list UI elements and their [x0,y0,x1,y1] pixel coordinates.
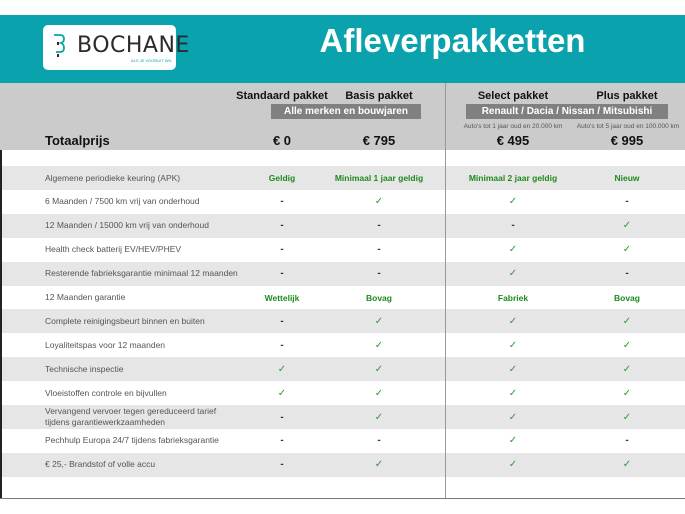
table-bottom-border [0,498,685,499]
check-icon: ✓ [508,196,518,208]
dash-icon: - [625,196,629,208]
check-icon: ✓ [374,459,384,471]
package-name-select: Select pakket [477,90,549,102]
check-icon: ✓ [622,363,632,375]
dash-icon: - [280,459,284,471]
check-icon: ✓ [374,315,384,327]
dash-icon: - [280,244,284,256]
check-icon: ✓ [374,363,384,375]
check-icon: ✓ [374,196,384,208]
price-select: € 495 [496,133,530,148]
feature-value: Nieuw [614,173,640,183]
check-icon: ✓ [374,339,384,351]
logo-text: BOCHANE [77,33,190,58]
dash-icon: - [280,268,284,280]
price-basis: € 795 [362,133,396,148]
check-icon: ✓ [508,411,518,423]
table-row: Pechhulp Europa 24/7 tijdens fabrieksgar… [2,429,685,453]
check-icon: ✓ [374,387,384,399]
dash-icon: - [280,411,284,423]
table-row: € 25,- Brandstof of volle accu - ✓ ✓ ✓ [2,452,685,477]
feature-label: 6 Maanden / 7500 km vrij van onderhoud [45,196,200,207]
check-icon: ✓ [622,220,632,232]
check-icon: ✓ [622,339,632,351]
check-icon: ✓ [622,387,632,399]
group-band-all-brands: Alle merken en bouwjaren [271,104,421,119]
table-row: Technische inspectie ✓ ✓ ✓ ✓ [2,357,685,382]
table-row: Loyaliteitspas voor 12 maanden - ✓ ✓ ✓ [2,333,685,357]
check-icon: ✓ [277,387,287,399]
check-icon: ✓ [508,268,518,280]
page-title: Afleverpakketten [319,22,586,59]
table-row: Vervangend vervoer tegen gereduceerd tar… [2,405,685,429]
feature-value: Fabriek [497,292,529,303]
feature-label: 12 Maanden / 15000 km vrij van onderhoud [45,220,209,231]
feature-label: Complete reinigingsbeurt binnen en buite… [45,315,205,326]
feature-label: Loyaliteitspas voor 12 maanden [45,339,166,350]
table-row: 12 Maanden / 15000 km vrij van onderhoud… [2,213,685,238]
feature-value: Minimaal 2 jaar geldig [468,173,558,183]
check-icon: ✓ [622,411,632,423]
package-note-select: Auto's tot 1 jaar oud en 20.000 km [463,123,563,130]
dash-icon: - [377,268,381,280]
price-standaard: € 0 [272,133,292,148]
dash-icon: - [280,220,284,232]
package-name-plus: Plus pakket [596,90,658,102]
feature-label: Technische inspectie [45,363,124,374]
total-price-label: Totaalprijs [45,133,110,148]
logo: BOCHANE ALS JE VOORUIT WIL [43,25,189,70]
feature-label: Algemene periodieke keuring (APK) [45,172,181,183]
feature-value: Wettelijk [264,292,300,303]
check-icon: ✓ [622,315,632,327]
logo-mark-icon [54,34,65,57]
dash-icon: - [625,435,629,447]
dash-icon: - [377,220,381,232]
table-row: Algemene periodieke keuring (APK) Geldig M… [2,166,685,190]
dash-icon: - [377,435,381,447]
check-icon: ✓ [508,244,518,256]
table-left-border [0,150,2,499]
feature-label: € 25,- Brandstof of volle accu [45,459,156,470]
feature-value: Bovag [366,292,392,303]
check-icon: ✓ [622,459,632,471]
table-row: 12 Maanden garantie Wettelijk Bovag Fabriek… [2,286,685,310]
dash-icon: - [280,196,284,208]
check-icon: ✓ [508,363,518,375]
dash-icon: - [280,315,284,327]
check-icon: ✓ [374,411,384,423]
column-divider [445,83,446,499]
price-plus: € 995 [610,133,644,148]
feature-label: Health check batterij EV/HEV/PHEV [45,244,182,255]
package-name-standaard: Standaard pakket [236,90,328,102]
dash-icon: - [280,339,284,351]
logo-tagline: ALS JE VOORUIT WIL [131,58,172,63]
check-icon: ✓ [508,459,518,471]
table-row: 6 Maanden / 7500 km vrij van onderhoud - ✓… [2,190,685,214]
feature-label: 12 Maanden garantie [45,292,126,302]
check-icon: ✓ [508,387,518,399]
feature-label: Resterende fabrieksgarantie minimaal 12 … [45,268,238,279]
dash-icon: - [280,435,284,447]
group-band-renault: Renault / Dacia / Nissan / Mitsubishi [466,104,668,119]
feature-value: Geldig [268,173,296,183]
check-icon: ✓ [508,435,518,447]
table-row: Complete reinigingsbeurt binnen en buite… [2,309,685,334]
table-row: Resterende fabrieksgarantie minimaal 12 … [2,261,685,286]
feature-label: Vloeistoffen controle en bijvullen [45,387,167,398]
dash-icon: - [625,268,629,280]
feature-label: Vervangend vervoer tegen gereduceerd tar… [45,406,217,427]
feature-value: Bovag [614,292,640,303]
package-note-plus: Auto's tot 5 jaar oud en 100.000 km [576,123,680,130]
package-name-basis: Basis pakket [345,90,413,102]
check-icon: ✓ [508,339,518,351]
dash-icon: - [511,220,515,232]
feature-label: Pechhulp Europa 24/7 tijdens fabrieksgar… [45,435,219,446]
table-row: Vloeistoffen controle en bijvullen ✓ ✓ ✓ ✓ [2,381,685,405]
table-row: Health check batterij EV/HEV/PHEV - - ✓ ✓ [2,238,685,262]
feature-value: Minimaal 1 jaar geldig [334,173,424,183]
check-icon: ✓ [622,244,632,256]
dash-icon: - [377,244,381,256]
check-icon: ✓ [508,315,518,327]
check-icon: ✓ [277,363,287,375]
